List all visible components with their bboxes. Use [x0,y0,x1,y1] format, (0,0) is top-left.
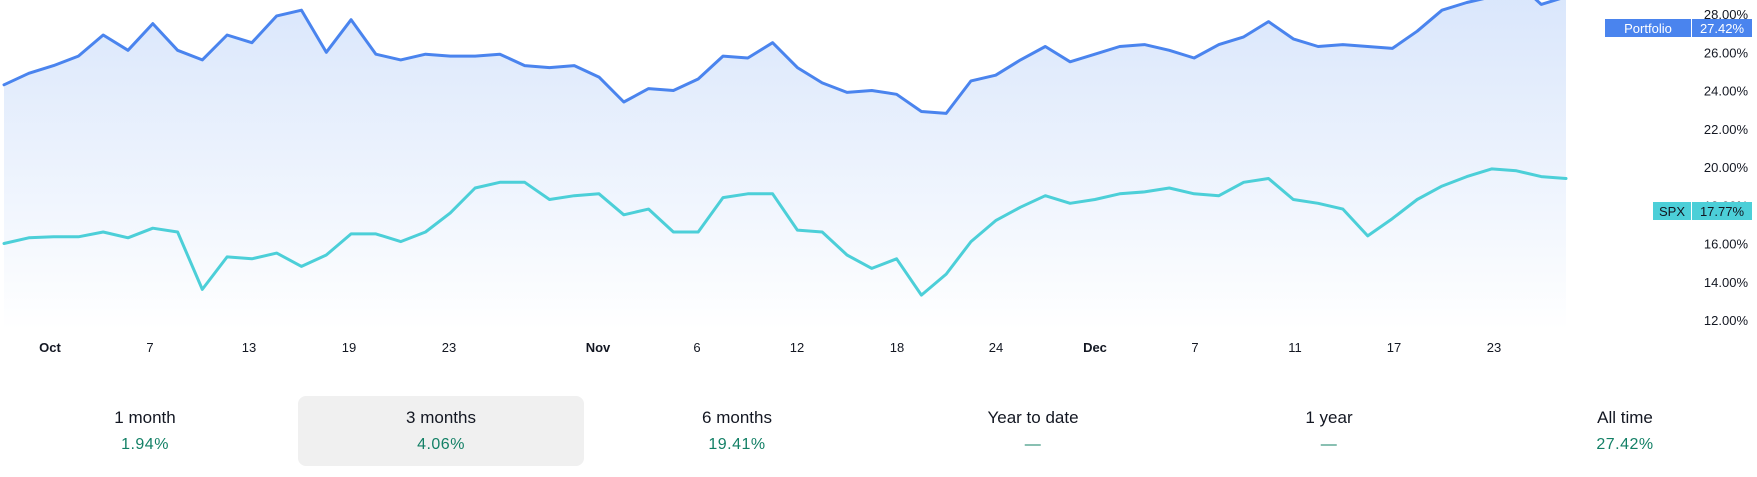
x-tick-label: Nov [586,340,611,355]
period-year-to-date[interactable]: Year to date — [890,396,1176,466]
x-tick-label: 24 [989,340,1003,355]
y-tick-label: 22.00% [1704,122,1749,137]
period-return: 1.94% [121,436,169,453]
period-label: 3 months [406,408,476,427]
portfolio-badge: Portfolio 27.42% [1605,19,1752,37]
x-axis: Oct 7 13 19 23 Nov 6 12 18 24 Dec 7 11 17 23 [39,340,1501,355]
period-return: — [1320,436,1338,453]
period-label: All time [1597,408,1653,427]
period-return: 4.06% [417,436,465,453]
period-return: 19.41% [708,436,766,453]
x-tick-label: 17 [1387,340,1401,355]
y-axis: 12.00%14.00%16.00%18.00%20.00%22.00%24.0… [1704,7,1749,328]
y-tick-label: 14.00% [1704,275,1749,290]
period-label: 6 months [702,408,772,427]
badge-name-bg [1653,202,1691,220]
period-all-time[interactable]: All time 27.42% [1482,396,1757,466]
period-return: — [1024,436,1042,453]
y-tick-label: 28.00% [1704,7,1749,22]
spx-line [2,167,1568,297]
badge-series-value: 17.77% [1700,204,1745,219]
y-tick-label: 16.00% [1704,237,1749,252]
period-1-month[interactable]: 1 month 1.94% [2,396,288,466]
period-6-months[interactable]: 6 months 19.41% [594,396,880,466]
x-tick-label: 6 [693,340,700,355]
x-tick-label: Dec [1083,340,1107,355]
x-tick-label: 11 [1288,340,1302,355]
spx-badge: SPX 17.77% [1653,202,1752,220]
period-label: 1 year [1305,408,1353,427]
x-tick-label: 13 [242,340,256,355]
x-tick-label: 18 [890,340,904,355]
badge-series-value: 27.42% [1700,21,1745,36]
y-tick-label: 12.00% [1704,313,1749,328]
period-selector: 1 month 1.94% 3 months 4.06% 6 months 19… [0,390,1757,470]
area-layer [4,0,1566,330]
period-1-year[interactable]: 1 year — [1186,396,1472,466]
x-tick-label: 23 [1487,340,1501,355]
portfolio-area-fill [4,0,1566,330]
performance-chart: Oct 7 13 19 23 Nov 6 12 18 24 Dec 7 11 17 23 12.00% 14.… [2,0,1752,355]
x-tick-label: Oct [39,340,61,355]
badge-series-name: SPX [1659,204,1685,219]
x-tick-label: 7 [146,340,153,355]
badge-series-name: Portfolio [1624,21,1672,36]
period-return: 27.42% [1596,436,1654,453]
x-tick-label: 23 [442,340,456,355]
y-tick-label: 26.00% [1704,45,1749,60]
badge-value-bg [1692,202,1752,220]
x-tick-label: 7 [1191,340,1198,355]
x-tick-label: 19 [342,340,356,355]
y-tick-label: 20.00% [1704,160,1749,175]
badge-value-bg [1692,19,1752,37]
period-label: 1 month [114,408,176,427]
series-badges: Portfolio 27.42% SPX 17.77% [1605,19,1752,220]
portfolio-line [2,0,1561,115]
line-layer [2,0,1568,297]
y-tick-label: 24.00% [1704,84,1749,99]
period-label: Year to date [987,408,1079,427]
period-3-months[interactable]: 3 months 4.06% [298,396,584,466]
x-tick-label: 12 [790,340,804,355]
badge-name-bg [1605,19,1691,37]
